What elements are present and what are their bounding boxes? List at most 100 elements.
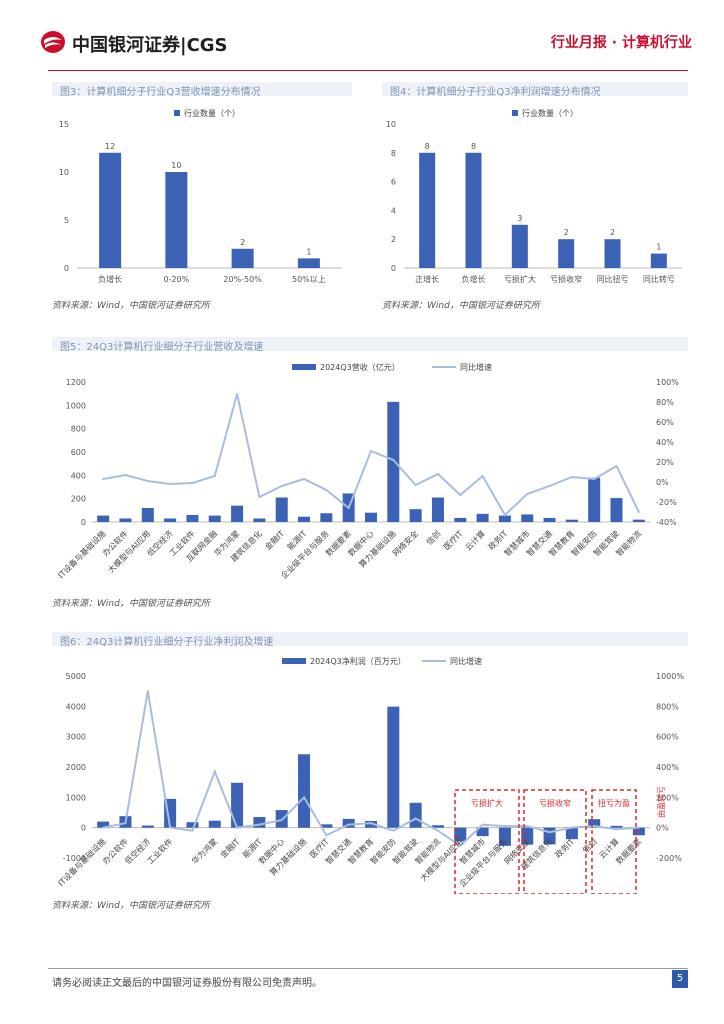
y-left-tick-label: 2000 bbox=[66, 763, 86, 772]
x-tick-label: 信创 bbox=[424, 528, 442, 546]
y-tick-label: 0 bbox=[391, 264, 396, 273]
x-tick-label: 同比扭亏 bbox=[597, 274, 629, 284]
growth-point bbox=[303, 478, 306, 480]
bar bbox=[141, 508, 154, 522]
fig5-title: 图5：24Q3计算机行业细分子行业营收及增速 bbox=[60, 342, 264, 353]
bar bbox=[419, 152, 436, 268]
y-right-tick-label: 400% bbox=[656, 763, 679, 772]
fig3-title: 图3：计算机细分子行业Q3营收增速分布情况 bbox=[60, 87, 261, 98]
growth-point bbox=[325, 834, 328, 837]
bar bbox=[409, 802, 422, 828]
growth-point bbox=[124, 822, 127, 825]
y-tick-label: 2 bbox=[391, 235, 396, 244]
data-label: 8 bbox=[425, 142, 430, 151]
fig5-title-bar bbox=[52, 337, 688, 351]
bar bbox=[650, 253, 667, 268]
y-right-tick-label: 60% bbox=[656, 418, 674, 427]
growth-point bbox=[615, 465, 618, 467]
data-label: 8 bbox=[471, 142, 476, 151]
report-tag: 行业月报 · 计算机行业 bbox=[550, 35, 692, 51]
fig4-title: 图4：计算机细分子行业Q3净利润增速分布情况 bbox=[390, 87, 601, 98]
y-tick-label: 8 bbox=[391, 149, 396, 158]
growth-point bbox=[593, 825, 596, 828]
x-tick-label: 金融IT bbox=[218, 836, 242, 860]
legend-bar-swatch bbox=[282, 658, 306, 664]
logo-mark-icon bbox=[41, 31, 65, 53]
bar bbox=[297, 258, 320, 268]
data-label: 2 bbox=[240, 238, 245, 247]
data-label: 2 bbox=[564, 228, 569, 237]
growth-point bbox=[414, 484, 417, 486]
bar bbox=[588, 819, 601, 828]
bar bbox=[298, 516, 311, 522]
x-tick-label: 同比转亏 bbox=[643, 274, 675, 284]
y-left-tick-label: -1000 bbox=[63, 854, 86, 863]
legend-bar-swatch bbox=[292, 364, 316, 370]
y-left-tick-label: 1000 bbox=[66, 401, 86, 410]
bar bbox=[604, 239, 621, 268]
y-right-tick-label: 0% bbox=[656, 824, 669, 833]
bar bbox=[342, 818, 355, 828]
y-left-tick-label: 400 bbox=[71, 471, 86, 480]
bar bbox=[431, 497, 444, 522]
x-tick-label: 负增长 bbox=[98, 274, 122, 284]
x-tick-label: 政务IT bbox=[553, 836, 577, 860]
growth-point bbox=[526, 825, 529, 828]
data-label: 10 bbox=[171, 161, 181, 170]
bar bbox=[521, 514, 534, 522]
x-tick-label: 云计算 bbox=[463, 528, 487, 552]
growth-point bbox=[481, 475, 484, 477]
growth-line bbox=[102, 393, 640, 517]
page-number: 5 bbox=[672, 970, 688, 988]
fig5-source: 资料来源：Wind，中国银河证券研究所 bbox=[52, 599, 210, 609]
legend-swatch bbox=[174, 110, 180, 116]
y-right-tick-label: 80% bbox=[656, 398, 674, 407]
bar bbox=[99, 152, 122, 268]
bar bbox=[632, 827, 645, 836]
y-tick-label: 15 bbox=[59, 120, 69, 129]
bar bbox=[141, 825, 154, 828]
y-right-tick-label: -20% bbox=[656, 498, 677, 507]
bar bbox=[298, 754, 311, 828]
bar bbox=[320, 513, 333, 522]
growth-point bbox=[347, 823, 350, 826]
bar bbox=[231, 782, 244, 828]
x-tick-label: 50%以上 bbox=[292, 275, 326, 284]
growth-point bbox=[146, 690, 149, 693]
y-right-tick-label: 1000% bbox=[656, 672, 684, 681]
growth-point bbox=[280, 819, 283, 822]
x-tick-label: 医疗IT bbox=[441, 528, 465, 552]
brand-logo: 中国银河证券|CGS bbox=[40, 30, 240, 56]
y-right-tick-label: 40% bbox=[656, 438, 674, 447]
y-right-tick-label: 0% bbox=[656, 478, 669, 487]
y-tick-label: 10 bbox=[386, 120, 396, 129]
fig3-title-bar bbox=[52, 82, 352, 96]
y-right-tick-label: -200% bbox=[656, 854, 682, 863]
bar bbox=[454, 517, 467, 522]
growth-point bbox=[258, 823, 261, 826]
bar bbox=[543, 517, 556, 522]
x-tick-label: 20%-50% bbox=[223, 275, 262, 284]
bar bbox=[253, 817, 266, 828]
growth-point bbox=[637, 511, 640, 513]
growth-point bbox=[347, 507, 350, 509]
growth-point bbox=[213, 475, 216, 477]
fig5-chart: 2024Q3营收（亿元） 同比增速 0 200 400 600 800 1000 1200 -40… bbox=[56, 362, 679, 581]
growth-point bbox=[325, 489, 328, 491]
fig3-source: 资料来源：Wind，中国银河证券研究所 bbox=[52, 301, 210, 311]
bar bbox=[610, 825, 623, 828]
growth-point bbox=[169, 483, 172, 485]
y-tick-label: 5 bbox=[64, 216, 69, 225]
annotation-label: 亏损收窄 bbox=[539, 798, 571, 808]
bar bbox=[565, 519, 578, 522]
growth-point bbox=[503, 825, 506, 828]
x-tick-label: 华为鸿蒙 bbox=[189, 836, 219, 866]
bar bbox=[476, 513, 489, 522]
bar bbox=[119, 518, 132, 522]
fig4-title-bar bbox=[382, 82, 688, 96]
fig6-title: 图6：24Q3计算机行业细分子行业净利润及增速 bbox=[60, 637, 274, 648]
bar bbox=[165, 172, 188, 268]
data-label: 2 bbox=[610, 228, 615, 237]
y-left-tick-label: 800 bbox=[71, 425, 86, 434]
y-right-tick-label: 20% bbox=[656, 458, 674, 467]
